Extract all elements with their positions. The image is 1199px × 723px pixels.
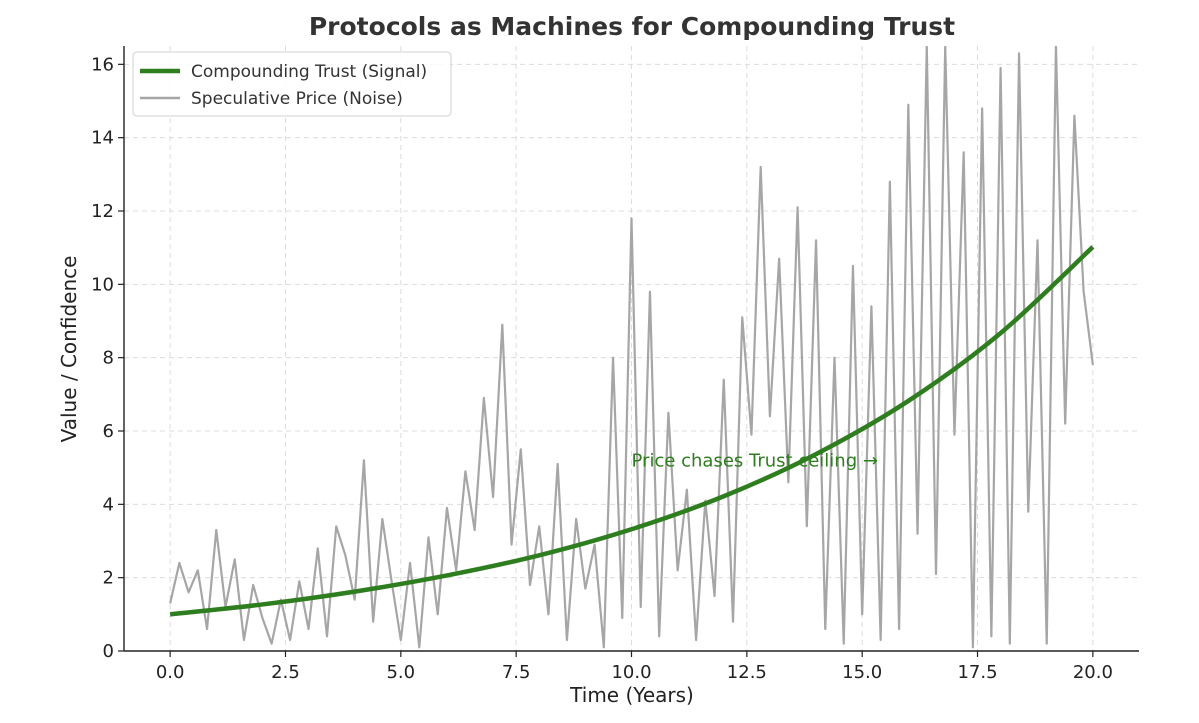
x-tick-label: 5.0	[386, 662, 415, 683]
y-tick-label: 12	[91, 201, 114, 222]
x-tick-label: 12.5	[727, 662, 767, 683]
y-tick-label: 14	[91, 128, 114, 149]
y-tick-label: 0	[103, 641, 114, 662]
annotation-text: Price chases Trust ceiling →	[632, 450, 878, 471]
signal-series-line	[169, 245, 1095, 617]
x-tick-label: 10.0	[611, 662, 651, 683]
y-tick-label: 6	[103, 421, 114, 442]
x-tick-label: 20.0	[1073, 662, 1113, 683]
chart-title: Protocols as Machines for Compounding Tr…	[309, 12, 955, 41]
x-tick-label: 0.0	[156, 662, 185, 683]
y-axis-label: Value / Confidence	[57, 256, 81, 443]
legend: Compounding Trust (Signal) Speculative P…	[132, 51, 452, 117]
y-tick-label: 2	[103, 568, 114, 589]
y-tick-label: 16	[91, 54, 114, 75]
noise-series-line	[169, 46, 1094, 649]
legend-label-signal: Compounding Trust (Signal)	[191, 62, 427, 82]
y-tick-label: 8	[103, 348, 114, 369]
x-axis-label: Time (Years)	[569, 683, 694, 707]
x-tick-label: 7.5	[502, 662, 531, 683]
legend-box	[132, 51, 452, 117]
y-tick-label: 10	[91, 274, 114, 295]
x-tick-label: 2.5	[271, 662, 300, 683]
y-tick-label: 4	[103, 494, 114, 515]
annotations: Price chases Trust ceiling →	[632, 450, 878, 471]
tick-labels: 0.0 2.5 5.0 7.5 10.0 12.5 15.0 17.5 20.0 0 2 4 6 8 10 1…	[91, 54, 1113, 683]
legend-label-noise: Speculative Price (Noise)	[191, 89, 403, 109]
axes	[118, 46, 1139, 657]
x-tick-label: 15.0	[842, 662, 882, 683]
x-tick-label: 17.5	[957, 662, 997, 683]
series-layer	[169, 46, 1095, 649]
